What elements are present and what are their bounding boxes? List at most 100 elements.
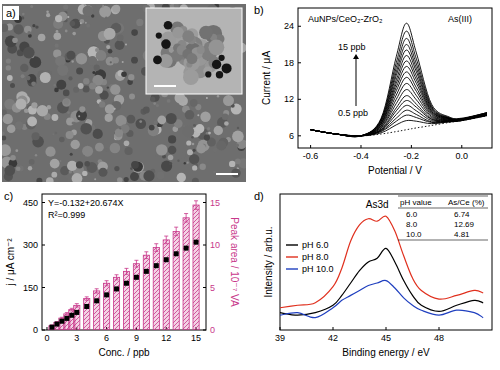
table-cell: 8.0 [406,220,418,229]
sem-texture [30,5,33,8]
sem-texture [156,104,159,107]
x-tick-label: 9 [134,333,139,343]
series-line [311,90,487,137]
sem-texture [168,155,174,161]
sem-texture [3,114,13,124]
point [154,263,159,268]
table-cell: 6.0 [406,210,418,219]
sem-texture [55,56,66,67]
sem-texture [63,4,68,9]
y-tick-label: 150 [23,283,38,293]
y-tick-label: 6 [289,131,294,141]
arrow-head [353,54,359,59]
sem-texture [76,161,83,168]
sem-texture [110,143,121,154]
sem-texture [131,57,138,64]
y2-tick [203,287,206,288]
x-tick-label: -0.2 [404,151,420,161]
sem-texture [52,133,54,135]
tem-texture [186,53,197,64]
x-tick-label: 45 [381,333,391,343]
sem-texture [223,95,234,106]
sem-texture [95,48,99,52]
x-tick-label: 3 [74,333,79,343]
sem-texture [153,102,156,105]
sem-texture [27,31,30,34]
y2-tick-label: 0 [210,325,215,335]
point [64,316,69,321]
y2-tick-label: 5 [210,283,215,293]
sem-texture [5,165,16,176]
x-tick-label: -0.6 [303,151,319,161]
y2-tick-label: 15 [210,198,220,208]
tem-texture [183,69,199,85]
point [74,310,79,315]
x-tick [461,145,462,148]
sem-texture [149,125,155,131]
point [184,246,189,251]
sem-texture [87,119,90,122]
point [59,319,64,324]
sem-texture [129,75,134,80]
x-tick-label: 15 [191,333,201,343]
sem-texture [187,162,189,164]
sem-texture [161,161,172,172]
y2-axis-label: Peak area / 10⁻⁷ VA [229,217,240,307]
sem-texture [191,136,194,139]
sem-texture [58,176,68,182]
sem-texture [186,140,191,145]
sem-texture [67,161,77,171]
error-bar [184,214,188,223]
sem-texture [177,160,179,162]
error-bar [75,304,79,307]
sem-texture [193,124,196,127]
y2-tick [203,202,206,203]
bar [104,283,110,330]
sem-texture [54,88,59,93]
sem-texture [104,28,116,40]
sem-texture [114,166,119,171]
sem-texture [154,121,158,125]
point [69,313,74,318]
scale-bar [154,85,176,87]
series-line [311,83,487,136]
sem-texture [189,154,199,164]
sem-texture [21,74,25,78]
y-tick-label: 12 [284,94,294,104]
x-tick [310,145,311,148]
sem-texture [110,61,112,63]
tem-texture [182,30,194,42]
sem-texture [214,126,223,135]
sem-texture [192,143,195,146]
sem-texture [7,75,13,81]
sem-texture [139,120,142,123]
sem-texture [167,99,171,103]
x-tick [360,145,361,148]
sem-texture [80,123,92,135]
sem-texture [70,153,73,156]
bar [113,277,119,330]
series-line [280,280,483,317]
sem-texture [71,140,80,149]
sem-texture [50,159,60,169]
sem-texture [129,94,135,100]
point [174,251,179,256]
sem-texture [86,24,90,28]
point [104,292,109,297]
point [164,257,169,262]
sem-texture [45,147,55,157]
sem-texture [237,127,239,129]
sem-texture [200,112,210,122]
table-rule [398,196,488,197]
sem-texture [207,127,210,130]
sem-texture [85,22,87,24]
sem-texture [130,172,139,181]
sem-texture [15,149,18,152]
sem-texture [46,13,50,17]
annotation: 15 ppb [338,42,366,52]
sem-texture [67,16,69,18]
sem-texture [6,58,11,63]
sem-texture [107,86,109,88]
y-tick [298,26,301,27]
sem-texture [150,97,155,102]
